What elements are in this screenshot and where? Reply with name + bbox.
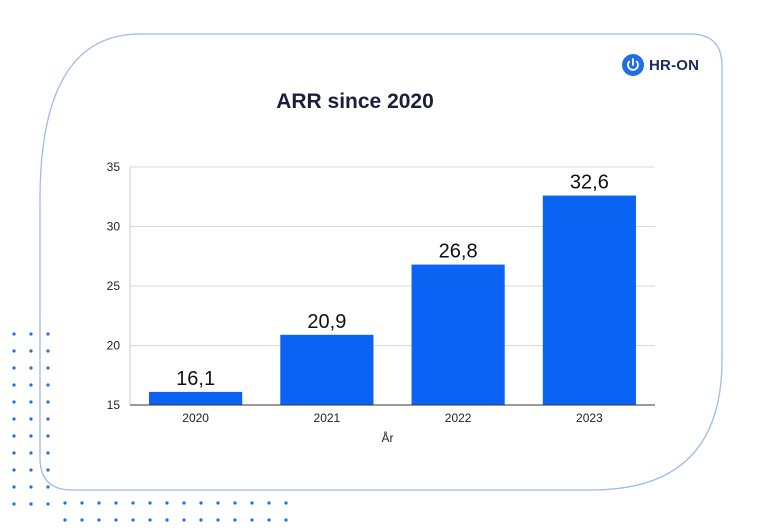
decor-dot <box>12 451 16 455</box>
decor-dot <box>12 434 16 438</box>
decor-dot <box>63 518 67 522</box>
decor-dot <box>250 501 254 505</box>
decor-dot <box>46 485 50 489</box>
decor-dot <box>216 518 220 522</box>
y-tick-label: 30 <box>107 220 121 234</box>
decor-dot <box>46 502 50 506</box>
decor-dot <box>182 518 186 522</box>
decor-dot <box>12 383 16 387</box>
decor-dot <box>29 349 33 353</box>
data-labels: 16,1 20,9 26,8 32,6 <box>176 172 609 390</box>
bar <box>149 391 243 405</box>
brand-logo-text: HR-ON <box>649 56 700 74</box>
x-tick-label: 2021 <box>314 411 341 425</box>
decor-dot <box>12 332 16 336</box>
decor-dot <box>29 502 33 506</box>
decor-dot <box>131 518 135 522</box>
decor-dot <box>97 501 101 505</box>
decor-dot <box>12 468 16 472</box>
decor-dot <box>46 468 50 472</box>
decor-dot <box>80 501 84 505</box>
y-axis-ticks: 15 20 25 30 35 <box>107 160 121 412</box>
dot-grid-decoration <box>12 332 288 522</box>
x-tick-label: 2022 <box>445 411 472 425</box>
bar <box>411 264 505 405</box>
decor-dot <box>284 518 288 522</box>
decor-dot <box>46 400 50 404</box>
y-tick-label: 25 <box>107 279 121 293</box>
brand-logo: HR-ON <box>622 54 699 76</box>
decor-dot <box>114 518 118 522</box>
x-tick-label: 2020 <box>182 411 209 425</box>
rounded-frame-outline <box>39 33 723 491</box>
decor-dot <box>80 518 84 522</box>
decor-dot <box>29 434 33 438</box>
x-axis-title: År <box>382 430 394 445</box>
decor-dot <box>216 501 220 505</box>
bars <box>149 195 636 405</box>
decor-dot <box>46 434 50 438</box>
decor-dot <box>29 332 33 336</box>
decor-dot <box>29 451 33 455</box>
decor-dot <box>29 366 33 370</box>
decor-dot <box>46 366 50 370</box>
decor-dot <box>46 383 50 387</box>
decor-dot <box>165 501 169 505</box>
decor-dot <box>12 502 16 506</box>
x-axis-ticks: 2020 2021 2022 2023 <box>182 411 603 425</box>
chart-title: ARR since 2020 <box>276 90 434 113</box>
decor-dot <box>12 417 16 421</box>
y-tick-label: 20 <box>107 339 121 353</box>
decor-dot <box>12 349 16 353</box>
bar <box>280 334 374 405</box>
decor-dot <box>199 518 203 522</box>
data-label: 32,6 <box>570 172 609 194</box>
decor-dot <box>29 485 33 489</box>
power-icon <box>622 54 644 76</box>
data-label: 16,1 <box>176 368 215 390</box>
decor-dot <box>267 501 271 505</box>
decor-dot <box>29 468 33 472</box>
decor-dot <box>97 518 101 522</box>
decor-dot <box>250 518 254 522</box>
decor-dot <box>29 400 33 404</box>
decor-dot <box>114 501 118 505</box>
decor-dot <box>233 501 237 505</box>
decor-dot <box>46 349 50 353</box>
decor-dot <box>12 366 16 370</box>
decor-dot <box>131 501 135 505</box>
decor-dot <box>284 501 288 505</box>
decor-dot <box>165 518 169 522</box>
data-label: 26,8 <box>439 241 478 263</box>
decor-dot <box>182 501 186 505</box>
y-tick-label: 15 <box>107 398 121 412</box>
decor-dot <box>12 485 16 489</box>
bar <box>542 195 636 405</box>
decor-dot <box>148 501 152 505</box>
y-tick-label: 35 <box>107 160 121 174</box>
data-label: 20,9 <box>307 311 346 333</box>
decor-dot <box>29 417 33 421</box>
x-tick-label: 2023 <box>576 411 603 425</box>
decor-dot <box>29 383 33 387</box>
decor-dot <box>12 400 16 404</box>
decor-dot <box>46 417 50 421</box>
decor-dot <box>46 332 50 336</box>
decor-dot <box>46 451 50 455</box>
decor-dot <box>148 518 152 522</box>
decor-dot <box>63 501 67 505</box>
decor-dot <box>199 501 203 505</box>
decor-dot <box>233 518 237 522</box>
decor-dot <box>267 518 271 522</box>
